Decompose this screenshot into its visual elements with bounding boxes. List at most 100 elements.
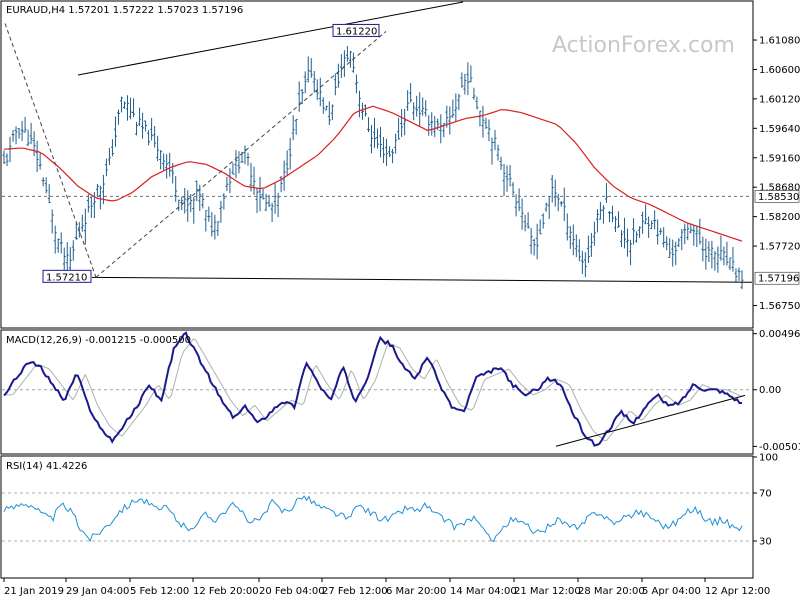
price-bar xyxy=(98,185,102,210)
price-bar xyxy=(237,151,241,174)
price-bar xyxy=(110,139,114,157)
price-bar xyxy=(282,160,286,191)
price-bar xyxy=(583,252,587,278)
price-bar xyxy=(53,225,57,254)
price-bar xyxy=(728,257,732,270)
swing-dashed-line-2 xyxy=(95,31,387,278)
price-bar xyxy=(418,92,422,127)
price-bar xyxy=(219,200,223,223)
macd-y-tick-label: 0.00 xyxy=(759,385,781,396)
price-bar xyxy=(541,213,545,229)
price-bar xyxy=(273,183,277,214)
price-bar xyxy=(662,227,666,248)
price-bar xyxy=(529,227,533,255)
price-bar xyxy=(635,231,639,243)
price-panel xyxy=(0,0,754,329)
price-bar xyxy=(153,126,157,148)
support-trendline xyxy=(91,276,753,283)
price-bar xyxy=(141,112,145,139)
price-bar xyxy=(499,156,503,170)
macd-signal-line xyxy=(4,338,743,442)
price-bar xyxy=(514,194,518,217)
price-bar xyxy=(348,50,352,68)
price-bar xyxy=(38,153,42,170)
price-bar xyxy=(14,126,18,145)
price-bar xyxy=(80,214,84,232)
x-tick-label: 28 Mar 20:00 xyxy=(578,586,645,597)
price-bar xyxy=(607,210,611,223)
price-bars xyxy=(2,45,744,290)
price-bar xyxy=(222,193,226,210)
price-bar xyxy=(472,87,476,100)
price-bar xyxy=(321,97,325,114)
price-bar xyxy=(517,188,521,212)
price-bar xyxy=(258,176,262,212)
price-bar xyxy=(571,224,575,256)
price-bar xyxy=(20,120,24,141)
price-bar xyxy=(409,83,413,103)
price-bar xyxy=(104,158,108,177)
price-bar xyxy=(330,104,334,121)
price-bar xyxy=(403,108,407,136)
price-bar xyxy=(722,246,726,266)
price-bar xyxy=(460,72,464,88)
price-bar xyxy=(168,152,172,177)
price-bar xyxy=(207,206,211,222)
price-bar xyxy=(300,89,304,105)
price-bar xyxy=(484,117,488,130)
price-bar xyxy=(297,81,301,112)
price-bar xyxy=(731,246,735,272)
price-bar xyxy=(659,228,663,235)
price-bar xyxy=(333,73,337,96)
price-bar xyxy=(379,126,383,158)
price-bar xyxy=(270,202,274,222)
price-bar xyxy=(2,150,6,165)
price-bar xyxy=(56,238,60,253)
price-bar xyxy=(680,228,684,251)
rsi-y-tick-label: 100 xyxy=(759,453,778,464)
price-bar xyxy=(704,238,708,270)
price-bar xyxy=(294,119,298,135)
price-bar xyxy=(213,214,217,240)
price-bar xyxy=(216,221,220,236)
price-bar xyxy=(493,129,497,151)
price-bar xyxy=(620,230,624,248)
price-bar xyxy=(376,128,380,149)
x-tick-label: 12 Feb 20:00 xyxy=(193,586,259,597)
macd-panel xyxy=(0,329,754,455)
price-bar xyxy=(550,175,554,203)
price-bar xyxy=(126,95,130,121)
price-bar xyxy=(306,56,310,83)
price-bar xyxy=(490,137,494,165)
price-bar xyxy=(647,216,651,238)
price-bar xyxy=(481,105,485,138)
price-bar xyxy=(303,71,307,94)
price-bar xyxy=(147,130,151,146)
price-bar xyxy=(538,219,542,235)
price-bar xyxy=(406,90,410,112)
price-bar xyxy=(526,212,530,229)
macd-y-tick-label: -0.005013 xyxy=(759,442,800,453)
price-bar xyxy=(436,118,440,131)
price-bar xyxy=(95,184,99,198)
price-bar xyxy=(677,238,681,247)
price-bar xyxy=(463,73,467,95)
current-price-tag-box xyxy=(754,271,800,285)
price-bar xyxy=(719,235,723,261)
price-bar xyxy=(535,223,539,260)
price-bar xyxy=(35,140,39,173)
price-bar xyxy=(162,153,166,172)
x-tick-label: 14 Mar 04:00 xyxy=(450,586,517,597)
price-bar xyxy=(285,150,289,177)
moving-average-line xyxy=(3,105,743,242)
price-bar xyxy=(421,97,425,116)
price-bar xyxy=(107,147,111,166)
price-bar xyxy=(291,115,295,141)
rsi-y-tick-label: 70 xyxy=(759,489,772,500)
x-tick-label: 29 Jan 04:00 xyxy=(66,586,129,597)
price-bar xyxy=(532,238,536,256)
rsi-line xyxy=(3,495,743,543)
rsi-title: RSI(14) 41.4226 xyxy=(6,461,87,472)
price-bar xyxy=(415,95,419,117)
price-bar xyxy=(234,150,238,179)
